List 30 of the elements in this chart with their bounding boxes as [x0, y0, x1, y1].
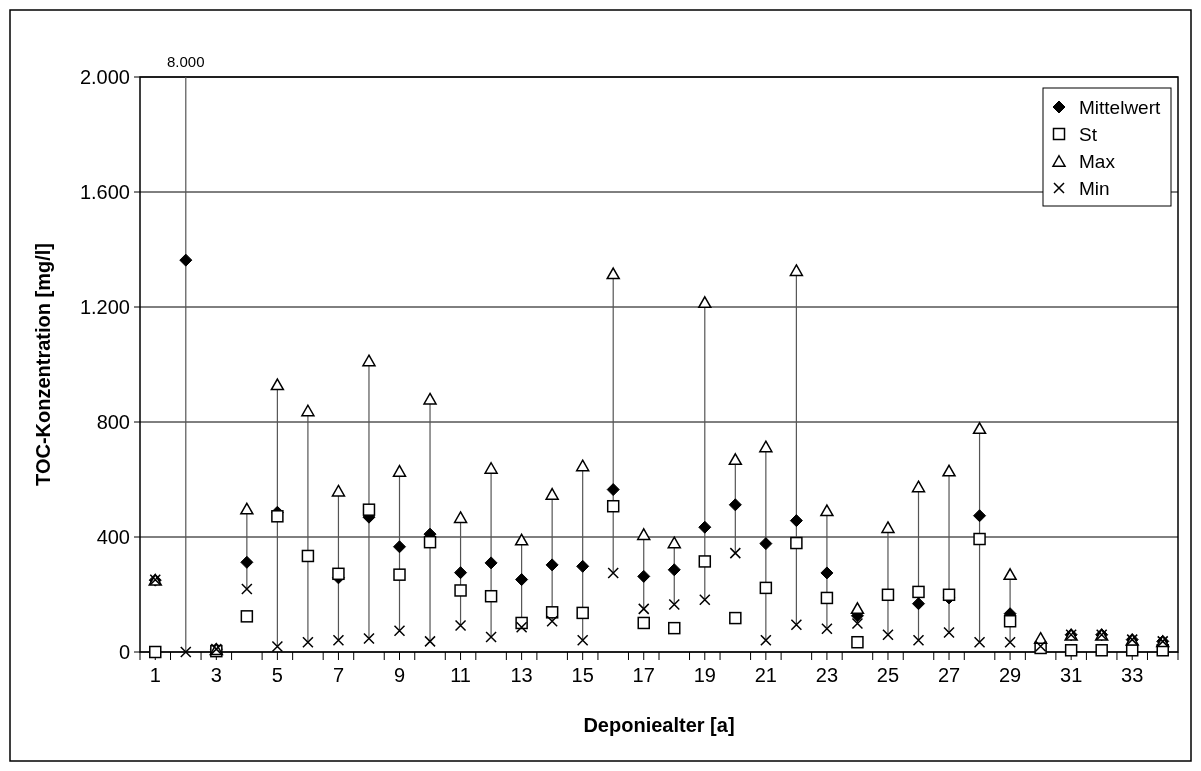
x-tick-label: 5	[271, 664, 283, 686]
x-tick-label: 27	[937, 664, 961, 686]
x-tick-label: 21	[754, 664, 777, 686]
x-tick-label: 9	[393, 664, 406, 686]
y-axis-title: TOC-Konzentration [mg/l]	[32, 243, 54, 486]
x-tick-label: 3	[210, 664, 222, 686]
x-tick-label: 7	[332, 664, 344, 686]
x-tick-label: 31	[1060, 664, 1083, 686]
legend-label: Max	[1079, 150, 1116, 172]
x-tick-label: 23	[815, 664, 839, 686]
y-tick-label: 400	[96, 526, 130, 548]
x-tick-label: 17	[632, 664, 655, 686]
y-tick-label: 1.600	[79, 181, 130, 203]
x-tick-label: 11	[450, 664, 471, 686]
legend-label: St	[1079, 123, 1098, 145]
x-tick-label: 25	[876, 664, 900, 686]
y-tick-label: 2.000	[79, 66, 130, 88]
y-tick-label: 0	[118, 641, 130, 663]
x-tick-label: 1	[149, 664, 161, 686]
x-axis-title: Deponiealter [a]	[583, 714, 735, 736]
x-tick-label: 15	[571, 664, 594, 686]
legend-label: Min	[1079, 177, 1110, 199]
y-tick-label: 800	[96, 411, 130, 433]
legend-label: Mittelwert	[1079, 96, 1162, 118]
x-tick-label: 19	[693, 664, 716, 686]
x-tick-label: 13	[510, 664, 533, 686]
text: 8.000	[167, 53, 205, 70]
x-tick-label: 29	[998, 664, 1022, 686]
x-tick-label: 33	[1121, 664, 1144, 686]
y-tick-label: 1.200	[79, 296, 130, 318]
